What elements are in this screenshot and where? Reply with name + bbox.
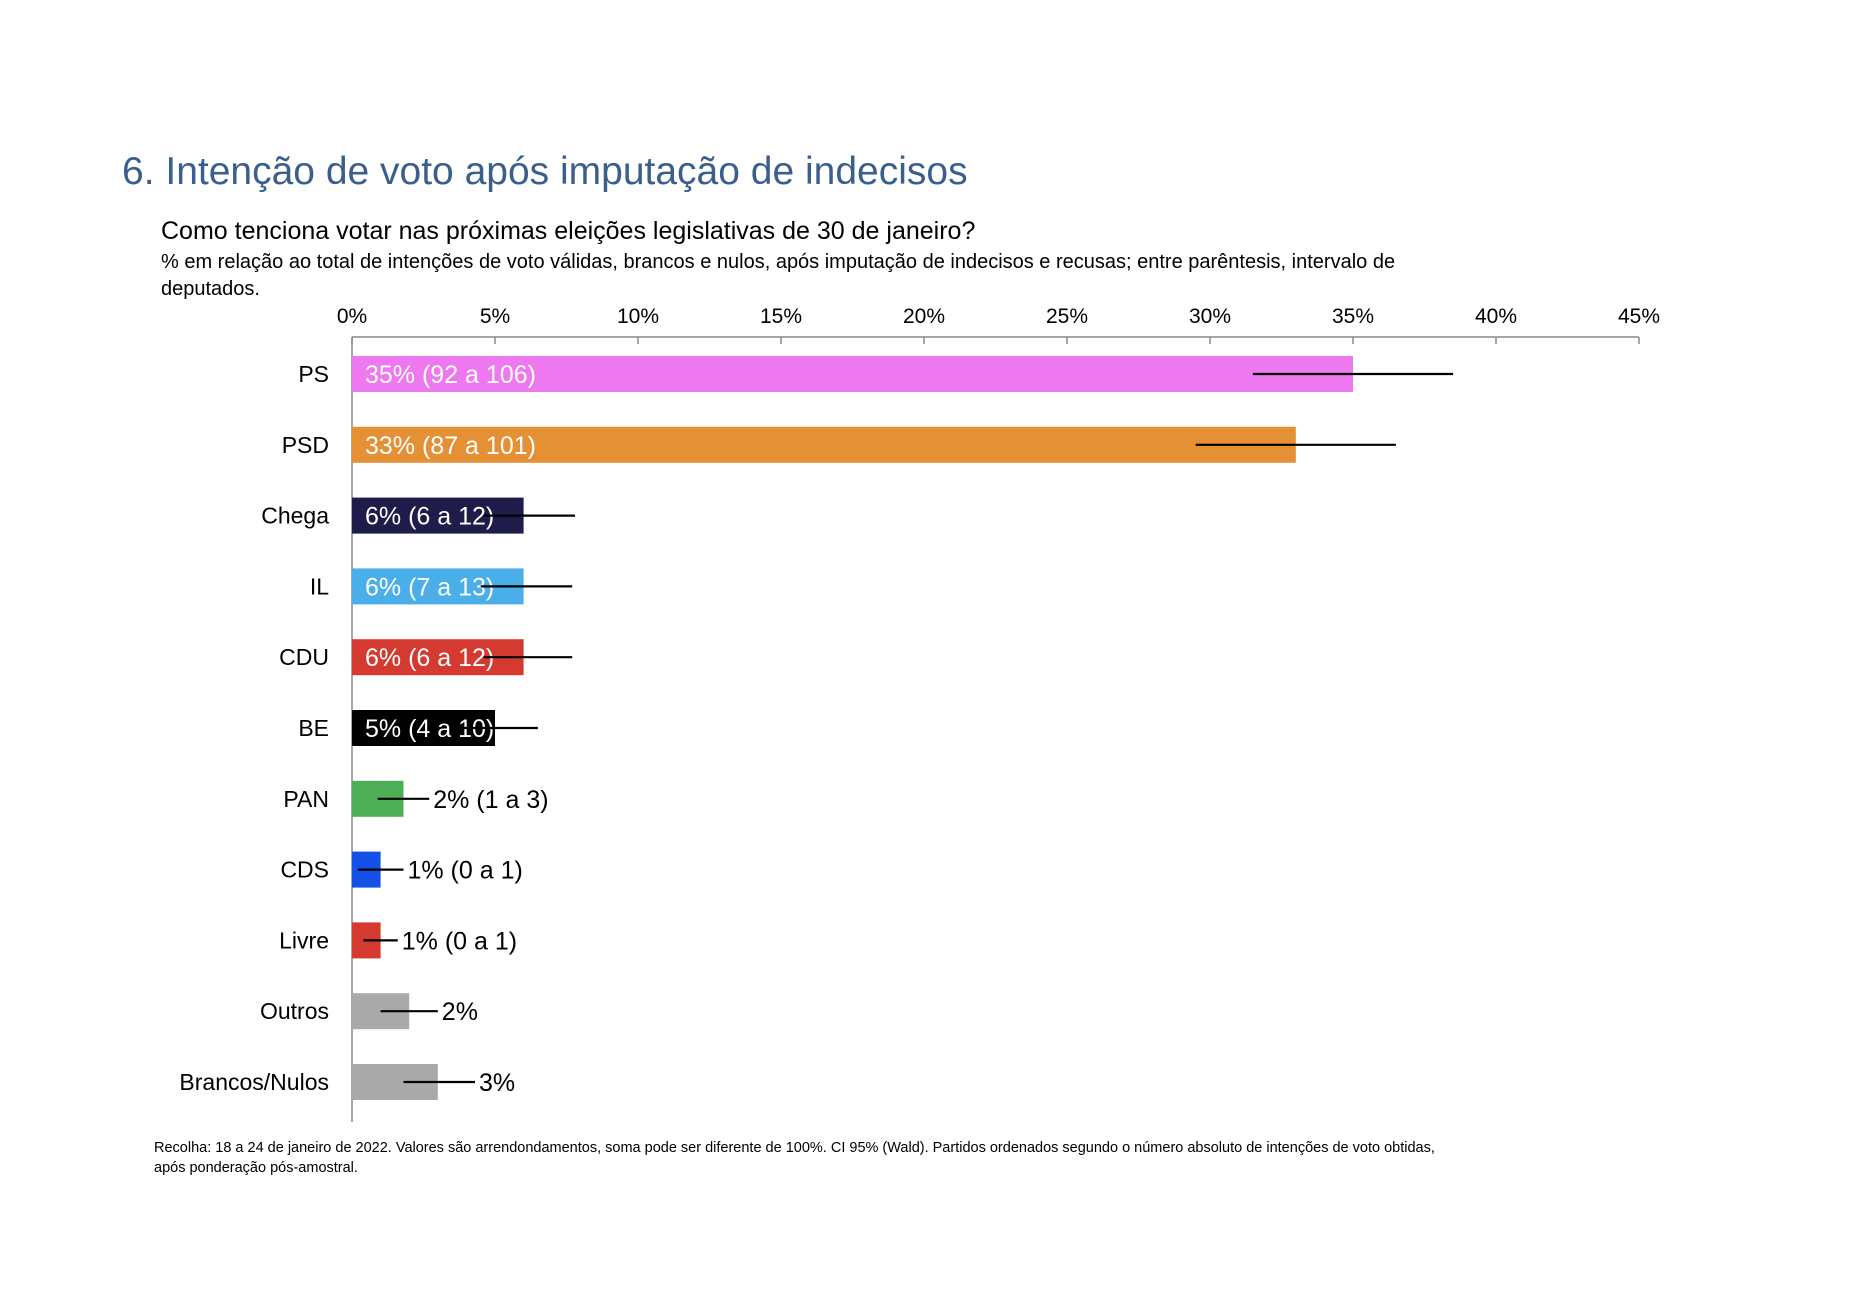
category-label: PSD: [282, 432, 329, 458]
x-tick-label: 25%: [1046, 305, 1088, 328]
data-label: 33% (87 a 101): [365, 432, 536, 460]
data-label: 3%: [479, 1069, 515, 1097]
page-title: 6. Intenção de voto após imputação de in…: [122, 150, 968, 193]
x-tick-label: 0%: [337, 305, 367, 328]
category-label: CDS: [280, 857, 329, 883]
category-label: Outros: [260, 998, 329, 1024]
x-tick-label: 20%: [903, 305, 945, 328]
chart-subtitle: % em relação ao total de intenções de vo…: [161, 251, 1396, 300]
category-label: Livre: [279, 927, 329, 953]
data-label: 6% (6 a 12): [365, 644, 494, 672]
data-label: 2%: [442, 998, 478, 1026]
x-tick-label: 15%: [760, 305, 802, 328]
data-label: 1% (0 a 1): [407, 857, 522, 885]
data-label: 2% (1 a 3): [433, 786, 548, 814]
chart-title: Como tenciona votar nas próximas eleiçõe…: [161, 217, 976, 245]
bar: [352, 426, 1296, 463]
x-tick-label: 40%: [1475, 305, 1517, 328]
data-label: 6% (7 a 13): [365, 573, 494, 601]
category-label: BE: [298, 715, 329, 741]
category-label: Chega: [261, 503, 329, 529]
data-label: 35% (92 a 106): [365, 361, 536, 389]
x-tick-label: 30%: [1189, 305, 1231, 328]
bar: [352, 356, 1353, 392]
x-tick-label: 10%: [617, 305, 659, 328]
category-label: Brancos/Nulos: [179, 1069, 329, 1095]
category-label: IL: [310, 573, 329, 599]
data-label: 6% (6 a 12): [365, 503, 494, 531]
data-label: 1% (0 a 1): [402, 927, 517, 955]
x-tick-label: 45%: [1618, 305, 1660, 328]
x-tick-label: 5%: [480, 305, 510, 328]
x-tick-label: 35%: [1332, 305, 1374, 328]
category-label: PAN: [283, 786, 329, 812]
category-label: PS: [298, 361, 329, 387]
footnote: Recolha: 18 a 24 de janeiro de 2022. Val…: [154, 1140, 1435, 1176]
category-label: CDU: [279, 644, 329, 670]
